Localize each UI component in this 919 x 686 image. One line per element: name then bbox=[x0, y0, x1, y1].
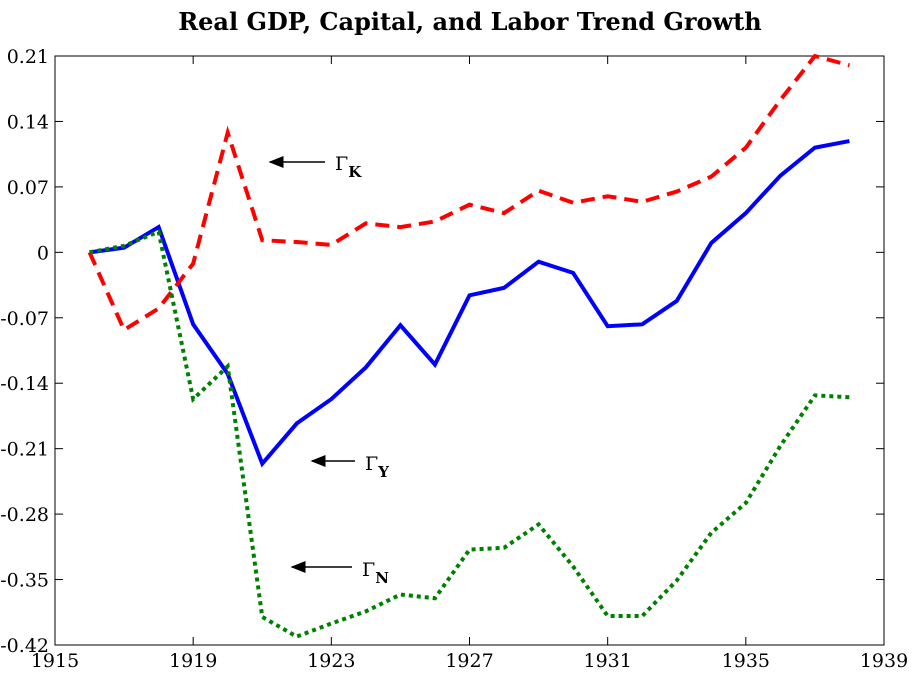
x-tick-label: 1931 bbox=[583, 650, 631, 672]
y-tick-label: 0.07 bbox=[7, 177, 49, 199]
x-tick-label: 1935 bbox=[722, 650, 770, 672]
annotation: ΓY bbox=[365, 453, 389, 481]
annotation: ΓN bbox=[362, 559, 389, 587]
plot-frame bbox=[54, 55, 885, 646]
y-tick-label: 0.21 bbox=[7, 46, 49, 68]
annotation-subscript: K bbox=[348, 163, 362, 181]
y-tick-label: 0 bbox=[37, 242, 49, 264]
annotation-subscript: Y bbox=[377, 463, 389, 481]
y-tick-label: -0.28 bbox=[0, 504, 49, 526]
annotation-symbol: Γ bbox=[362, 559, 375, 581]
x-tick-label: 1939 bbox=[860, 650, 908, 672]
annotation-symbol: Γ bbox=[335, 153, 348, 175]
series-line bbox=[89, 229, 850, 639]
x-tick-label: 1927 bbox=[445, 650, 493, 672]
series-line bbox=[89, 139, 850, 468]
series-line bbox=[87, 53, 850, 333]
y-tick-label: -0.42 bbox=[0, 635, 49, 657]
x-tick-label: 1915 bbox=[31, 650, 79, 672]
x-tick-label: 1923 bbox=[307, 650, 355, 672]
annotation: ΓK bbox=[335, 153, 362, 181]
y-tick-label: -0.07 bbox=[0, 308, 49, 330]
y-tick-label: -0.35 bbox=[0, 570, 49, 592]
chart-title: Real GDP, Capital, and Labor Trend Growt… bbox=[178, 7, 762, 36]
y-tick-label: -0.14 bbox=[0, 373, 49, 395]
annotation-symbol: Γ bbox=[365, 453, 378, 475]
y-tick-label: -0.21 bbox=[0, 439, 49, 461]
y-tick-label: 0.14 bbox=[7, 111, 49, 133]
annotation-subscript: N bbox=[375, 569, 389, 587]
x-tick-label: 1919 bbox=[169, 650, 217, 672]
